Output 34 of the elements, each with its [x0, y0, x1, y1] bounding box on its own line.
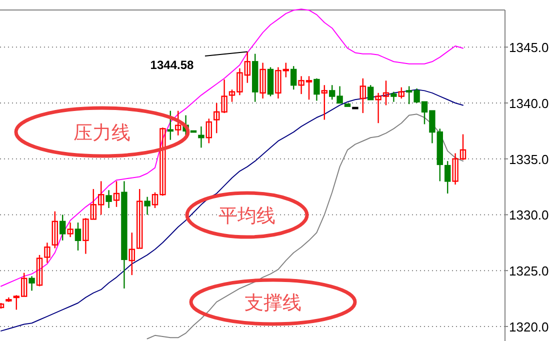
candlestick	[260, 62, 266, 100]
y-tick-label: 1335.0	[509, 152, 549, 167]
candlestick	[106, 190, 112, 209]
annotation: 平均线	[218, 206, 276, 227]
candlestick	[321, 84, 328, 120]
y-tick-label: 1340.0	[509, 96, 549, 111]
annotation: 压力线	[74, 123, 130, 144]
candlestick	[136, 188, 143, 249]
candlestick	[52, 210, 58, 249]
y-tick-label: 1345.0	[509, 40, 549, 56]
line-series	[0, 8, 464, 287]
candlestick	[144, 196, 150, 216]
candlestick	[128, 232, 135, 276]
annotation: 支撑线	[244, 293, 302, 314]
candlestick	[113, 180, 120, 208]
candlestick	[60, 214, 66, 242]
candlestick	[368, 84, 374, 100]
candlestick	[290, 66, 297, 90]
candlestick	[206, 118, 212, 144]
candlestick	[444, 160, 451, 194]
candlestick	[167, 110, 174, 140]
candlestick	[67, 222, 74, 238]
y-tick-label: 1325.0	[509, 264, 549, 279]
annotation: 1344.58	[150, 58, 194, 72]
y-tick-label: 1320.0	[509, 319, 549, 334]
candlestick	[390, 91, 397, 102]
candlestick	[398, 86, 404, 100]
candlestick	[175, 110, 182, 136]
candlestick	[74, 222, 82, 252]
y-tick-label: 1330.0	[509, 208, 549, 223]
candlestick	[198, 126, 204, 148]
candlestick	[28, 276, 35, 292]
candlestick	[360, 78, 366, 114]
candlestick	[314, 78, 320, 102]
